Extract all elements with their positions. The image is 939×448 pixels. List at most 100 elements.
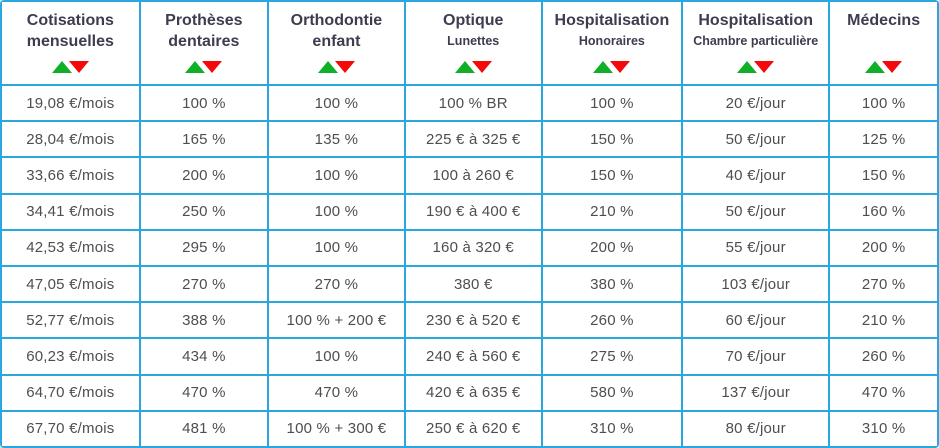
table-cell: 210 % <box>540 192 684 231</box>
sort-descending-icon[interactable] <box>754 61 775 73</box>
table-row: 42,53 €/mois 295 % 100 % 160 à 320 €200 % 55… <box>0 228 939 267</box>
table-cell: 160 à 320 € <box>403 228 543 267</box>
table-cell: 52,77 €/mois <box>0 301 141 340</box>
table-cell: 270 % <box>138 264 270 304</box>
table-cell: 33,66 €/mois <box>0 156 141 195</box>
table-cell: 250 % <box>138 192 270 231</box>
table-cell: 250 € à 620 € <box>403 409 543 448</box>
table-cell: 210 % <box>828 301 939 340</box>
table-cell: 150 % <box>828 156 939 195</box>
column-header-2: Orthodontie enfant <box>267 0 406 86</box>
table-cell: 100 % + 200 € <box>267 301 406 340</box>
table-cell: 60 €/jour <box>681 301 831 340</box>
table-cell: 200 % <box>828 228 939 267</box>
table-row: 67,70 €/mois 481 % 100 % + 300 €250 € à 62… <box>0 409 939 448</box>
sort-control[interactable] <box>317 61 355 73</box>
table-cell: 103 €/jour <box>681 264 831 304</box>
table-cell: 150 % <box>540 120 684 159</box>
sort-ascending-icon[interactable] <box>185 61 206 73</box>
column-title: Orthodontie enfant <box>290 12 383 50</box>
sort-control[interactable] <box>737 61 775 73</box>
table-cell: 50 €/jour <box>681 120 831 159</box>
table-cell: 240 € à 560 € <box>403 337 543 376</box>
sort-control[interactable] <box>454 61 492 73</box>
table-cell: 19,08 €/mois <box>0 83 141 123</box>
table-cell: 270 % <box>267 264 406 304</box>
table-cell: 100 % <box>138 83 270 123</box>
table-row: 64,70 €/mois 470 % 470 % 420 € à 635 €580 %… <box>0 373 939 412</box>
sort-descending-icon[interactable] <box>68 61 89 73</box>
table-cell: 100 % <box>267 192 406 231</box>
table-cell: 42,53 €/mois <box>0 228 141 267</box>
table-cell: 420 € à 635 € <box>403 373 543 412</box>
sort-ascending-icon[interactable] <box>737 61 758 73</box>
table-cell: 580 % <box>540 373 684 412</box>
sort-ascending-icon[interactable] <box>51 61 72 73</box>
table-cell: 225 € à 325 € <box>403 120 543 159</box>
column-header-0: Cotisations mensuelles <box>0 0 141 86</box>
column-title: Prothèses dentaires <box>165 12 243 50</box>
sort-descending-icon[interactable] <box>202 61 223 73</box>
table-cell: 160 % <box>828 192 939 231</box>
sort-ascending-icon[interactable] <box>865 61 886 73</box>
table-cell: 295 % <box>138 228 270 267</box>
table-row: 60,23 €/mois 434 % 100 % 240 € à 560 €275 %… <box>0 337 939 376</box>
sort-control[interactable] <box>593 61 631 73</box>
table-cell: 470 % <box>828 373 939 412</box>
table-cell: 135 % <box>267 120 406 159</box>
table-cell: 67,70 €/mois <box>0 409 141 448</box>
sort-descending-icon[interactable] <box>882 61 903 73</box>
table-row: 47,05 €/mois 270 % 270 % 380 €380 % 103 €/jo… <box>0 264 939 304</box>
table-cell: 100 % <box>267 228 406 267</box>
table-cell: 47,05 €/mois <box>0 264 141 304</box>
header-row: Cotisations mensuelles Prothèses dentaire… <box>0 0 939 86</box>
table-cell: 137 €/jour <box>681 373 831 412</box>
table-cell: 70 €/jour <box>681 337 831 376</box>
sort-ascending-icon[interactable] <box>317 61 338 73</box>
table-cell: 28,04 €/mois <box>0 120 141 159</box>
table-cell: 310 % <box>828 409 939 448</box>
table-cell: 34,41 €/mois <box>0 192 141 231</box>
table-cell: 260 % <box>828 337 939 376</box>
table-cell: 434 % <box>138 337 270 376</box>
column-title: Hospitalisation <box>698 12 814 29</box>
column-header-4: Hospitalisation Honoraires <box>540 0 684 86</box>
column-subtitle: Lunettes <box>447 33 500 48</box>
column-header-1: Prothèses dentaires <box>138 0 270 86</box>
sort-control[interactable] <box>865 61 903 73</box>
table-cell: 100 % <box>540 83 684 123</box>
table-cell: 125 % <box>828 120 939 159</box>
sort-ascending-icon[interactable] <box>593 61 614 73</box>
table-cell: 100 % <box>828 83 939 123</box>
table-cell: 50 €/jour <box>681 192 831 231</box>
table-cell: 270 % <box>828 264 939 304</box>
sort-control[interactable] <box>185 61 223 73</box>
column-subtitle: Chambre particulière <box>693 33 819 48</box>
column-title: Optique <box>443 12 504 29</box>
column-header-6: Médecins <box>828 0 939 86</box>
table-cell: 100 % <box>267 156 406 195</box>
table-row: 19,08 €/mois 100 % 100 % 100 % BR 100 % 20 €/… <box>0 83 939 123</box>
sort-ascending-icon[interactable] <box>454 61 475 73</box>
table-cell: 481 % <box>138 409 270 448</box>
sort-control[interactable] <box>51 61 89 73</box>
table-cell: 64,70 €/mois <box>0 373 141 412</box>
table-row: 28,04 €/mois 165 % 135 % 225 € à 325 €150 %… <box>0 120 939 159</box>
table-body: 19,08 €/mois 100 % 100 % 100 % BR 100 % 20 €/… <box>0 83 939 448</box>
table-cell: 20 €/jour <box>681 83 831 123</box>
sort-descending-icon[interactable] <box>334 61 355 73</box>
sort-descending-icon[interactable] <box>610 61 631 73</box>
sort-descending-icon[interactable] <box>471 61 492 73</box>
column-subtitle: Honoraires <box>578 33 645 48</box>
table-cell: 165 % <box>138 120 270 159</box>
table-cell: 80 €/jour <box>681 409 831 448</box>
table-cell: 230 € à 520 € <box>403 301 543 340</box>
table-cell: 55 €/jour <box>681 228 831 267</box>
table-cell: 200 % <box>540 228 684 267</box>
table-cell: 60,23 €/mois <box>0 337 141 376</box>
table-cell: 100 % <box>267 83 406 123</box>
table-cell: 100 % BR <box>403 83 543 123</box>
table-cell: 275 % <box>540 337 684 376</box>
column-title: Hospitalisation <box>554 12 670 29</box>
